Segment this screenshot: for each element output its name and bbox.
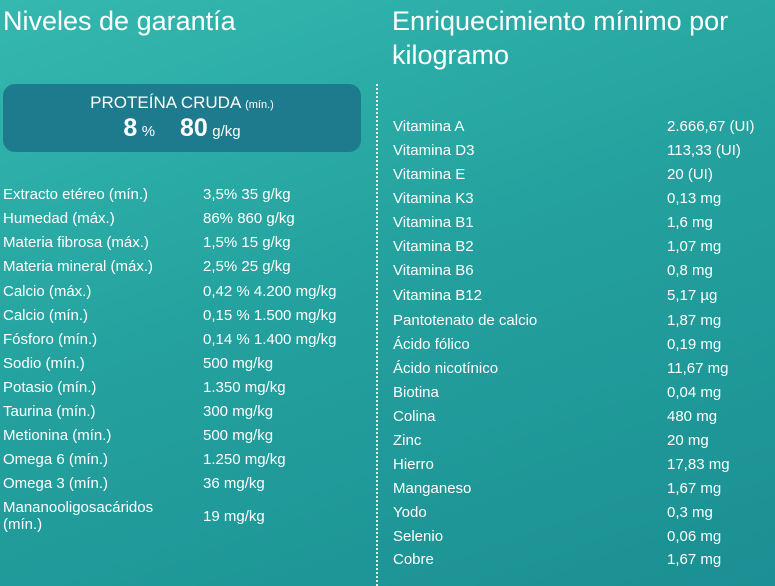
guarantee-value: 3,5% 35 g/kg xyxy=(203,186,291,203)
crude-protein-percent-unit: % xyxy=(141,123,156,140)
guarantee-label: Mananooligosacáridos (mín.) xyxy=(3,499,154,533)
enrichment-label: Ácido nicotínico xyxy=(393,360,499,377)
enrichment-value: 0,8 mg xyxy=(667,262,713,279)
guarantee-label: Calcio (mín.) xyxy=(3,307,89,324)
column-divider xyxy=(376,84,378,586)
guarantee-value: 0,42 % 4.200 mg/kg xyxy=(203,283,337,300)
enrichment-value: 0,13 mg xyxy=(667,190,722,207)
guarantee-label: Metionina (mín.) xyxy=(3,427,112,444)
guarantee-label: Potasio (mín.) xyxy=(3,379,97,396)
guarantee-value: 86% 860 g/kg xyxy=(203,210,295,227)
enrichment-value: 1,87 mg xyxy=(667,312,722,329)
guarantee-value: 300 mg/kg xyxy=(203,403,274,420)
enrichment-value: 5,17 µg xyxy=(667,287,718,304)
crude-protein-gkg-unit: g/kg xyxy=(212,123,241,140)
enrichment-value: 20 (UI) xyxy=(667,166,713,183)
enrichment-value: 2.666,67 (UI) xyxy=(667,118,755,135)
enrichment-value: 1,67 mg xyxy=(667,551,722,568)
enrichment-label: Pantotenato de calcio xyxy=(393,312,538,329)
enrichment-value: 0,06 mg xyxy=(667,528,722,545)
guarantee-label: Extracto etéreo (mín.) xyxy=(3,186,149,203)
enrichment-label: Vitamina K3 xyxy=(393,190,474,207)
guarantee-value: 36 mg/kg xyxy=(203,475,265,492)
guarantee-value: 1.250 mg/kg xyxy=(203,451,286,468)
enrichment-label: Vitamina A xyxy=(393,118,465,135)
enrichment-value: 113,33 (UI) xyxy=(667,142,741,159)
guarantee-value: 2,5% 25 g/kg xyxy=(203,258,291,275)
enrichment-value: 11,67 mg xyxy=(667,360,729,377)
guarantee-label: Fósforo (mín.) xyxy=(3,331,98,348)
guarantee-levels-title: Niveles de garantía xyxy=(3,6,236,36)
enrichment-value: 1,6 mg xyxy=(667,214,713,231)
crude-protein-gkg-value: 80 xyxy=(179,114,208,142)
crude-protein-box: PROTEÍNA CRUDA (mín.) 8 % 80 g/kg xyxy=(3,84,361,152)
guarantee-label: Calcio (máx.) xyxy=(3,283,92,300)
enrichment-label: Vitamina B2 xyxy=(393,238,474,255)
enrichment-label: Manganeso xyxy=(393,480,472,497)
guarantee-label: Materia mineral (máx.) xyxy=(3,258,154,275)
enrichment-label: Ácido fólico xyxy=(393,336,470,353)
guarantee-value: 1.350 mg/kg xyxy=(203,379,286,396)
guarantee-value: 500 mg/kg xyxy=(203,355,274,372)
enrichment-label: Cobre xyxy=(393,551,434,568)
guarantee-value: 1,5% 15 g/kg xyxy=(203,234,291,251)
enrichment-value: 1,67 mg xyxy=(667,480,722,497)
enrichment-label: Colina xyxy=(393,408,436,425)
guarantee-label: Taurina (mín.) xyxy=(3,403,96,420)
guarantee-label: Omega 6 (mín.) xyxy=(3,451,109,468)
enrichment-value: 480 mg xyxy=(667,408,718,425)
enrichment-label: Vitamina E xyxy=(393,166,466,183)
enrichment-label: Biotina xyxy=(393,384,439,401)
enrichment-value: 0,04 mg xyxy=(667,384,722,401)
enrichment-label: Selenio xyxy=(393,528,444,545)
enrichment-value: 0,19 mg xyxy=(667,336,722,353)
guarantee-label: Sodio (mín.) xyxy=(3,355,85,372)
guarantee-label: Omega 3 (mín.) xyxy=(3,475,109,492)
guarantee-label: Materia fibrosa (máx.) xyxy=(3,234,149,251)
guarantee-value: 0,15 % 1.500 mg/kg xyxy=(203,307,337,324)
enrichment-value: 1,07 mg xyxy=(667,238,722,255)
crude-protein-values: 8 % 80 g/kg xyxy=(3,113,361,147)
enrichment-label: Zinc xyxy=(393,432,422,449)
enrichment-value: 0,3 mg xyxy=(667,504,713,521)
enrichment-title: Enriquecimiento mínimo por kilogramo xyxy=(392,6,729,70)
enrichment-label: Yodo xyxy=(393,504,427,521)
guarantee-value: 0,14 % 1.400 mg/kg xyxy=(203,331,337,348)
crude-protein-percent-value: 8 xyxy=(123,114,138,142)
enrichment-label: Vitamina B6 xyxy=(393,262,474,279)
crude-protein-label-line: PROTEÍNA CRUDA (mín.) xyxy=(3,93,361,115)
guarantee-label: Humedad (máx.) xyxy=(3,210,115,227)
crude-protein-qualifier: (mín.) xyxy=(245,99,274,111)
guarantee-value: 19 mg/kg xyxy=(203,508,265,525)
enrichment-label: Vitamina B1 xyxy=(393,214,474,231)
crude-protein-label: PROTEÍNA CRUDA xyxy=(90,93,241,112)
enrichment-label: Vitamina B12 xyxy=(393,287,482,304)
enrichment-label: Hierro xyxy=(393,456,434,473)
enrichment-value: 17,83 mg xyxy=(667,456,730,473)
guarantee-value: 500 mg/kg xyxy=(203,427,274,444)
enrichment-value: 20 mg xyxy=(667,432,709,449)
enrichment-label: Vitamina D3 xyxy=(393,142,475,159)
